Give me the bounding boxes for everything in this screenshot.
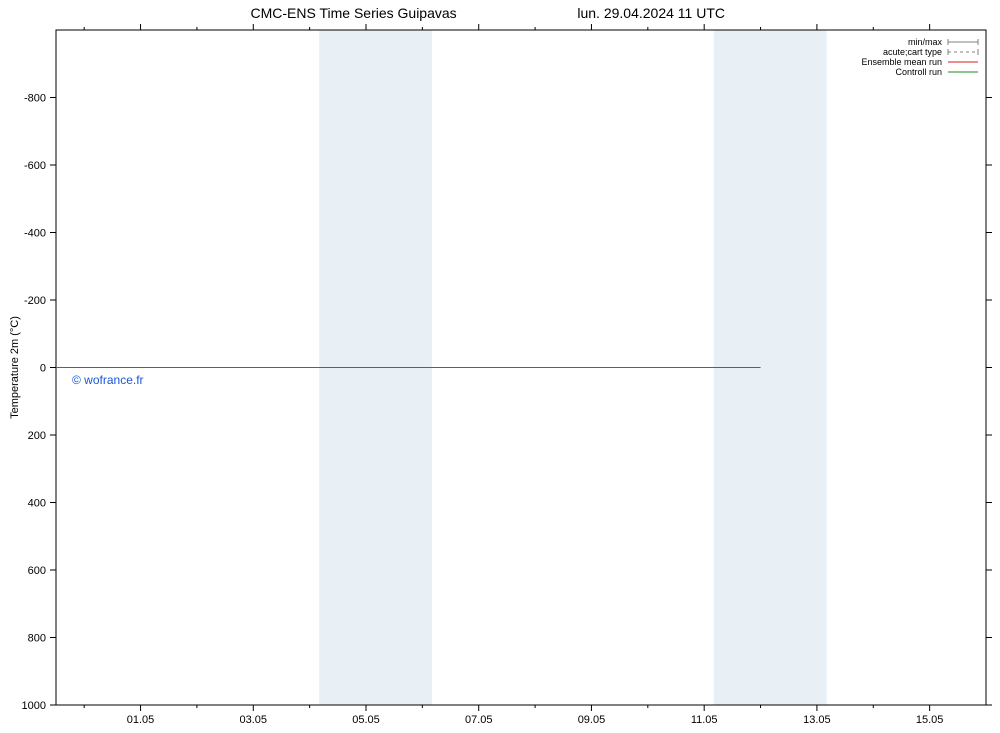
y-tick-label: -200 bbox=[24, 295, 46, 307]
y-tick-label: -600 bbox=[24, 160, 46, 172]
y-tick-label: 600 bbox=[28, 565, 46, 577]
legend-label: acute;cart type bbox=[883, 47, 942, 57]
x-tick-label: 13.05 bbox=[803, 714, 831, 726]
y-axis-label: Temperature 2m (°C) bbox=[9, 316, 21, 419]
y-tick-label: 1000 bbox=[22, 700, 46, 712]
chart-container: -800 -600 -400 -200 0 200 400 600 800 1000 Tempera… bbox=[0, 0, 1000, 733]
y-tick-label: 0 bbox=[40, 363, 46, 375]
y-tick-label: -400 bbox=[24, 228, 46, 240]
y-tick-label: 400 bbox=[28, 498, 46, 510]
y-tick-label: 200 bbox=[28, 430, 46, 442]
x-tick-label: 09.05 bbox=[578, 714, 606, 726]
x-tick-label: 01.05 bbox=[127, 714, 155, 726]
x-tick-label: 15.05 bbox=[916, 714, 944, 726]
legend-label: Ensemble mean run bbox=[861, 57, 942, 67]
x-tick-label: 05.05 bbox=[352, 714, 380, 726]
chart-title-left: CMC-ENS Time Series Guipavas bbox=[251, 5, 457, 21]
x-tick-label: 03.05 bbox=[240, 714, 268, 726]
legend-label: min/max bbox=[908, 37, 943, 47]
x-tick-label: 07.05 bbox=[465, 714, 493, 726]
chart-title-right: lun. 29.04.2024 11 UTC bbox=[577, 5, 725, 21]
y-tick-label: 800 bbox=[28, 633, 46, 645]
chart-svg: -800 -600 -400 -200 0 200 400 600 800 1000 Tempera… bbox=[0, 0, 1000, 733]
legend-label: Controll run bbox=[895, 67, 942, 77]
y-tick-label: -800 bbox=[24, 93, 46, 105]
watermark: © wofrance.fr bbox=[72, 373, 144, 387]
x-tick-label: 11.05 bbox=[691, 714, 718, 726]
